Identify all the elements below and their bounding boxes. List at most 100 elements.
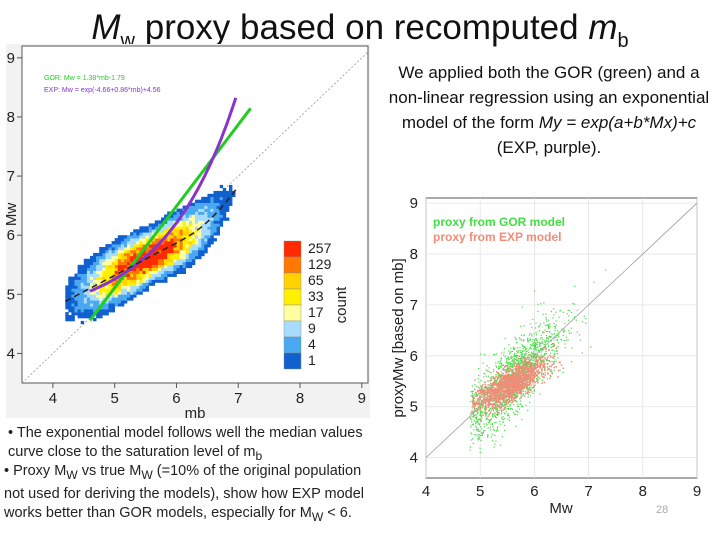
proxy-point bbox=[518, 375, 520, 378]
proxy-point bbox=[490, 387, 492, 390]
proxy-point bbox=[557, 376, 559, 378]
proxy-point bbox=[510, 347, 512, 349]
proxy-point bbox=[518, 366, 520, 369]
proxy-point bbox=[526, 360, 528, 363]
proxy-point bbox=[499, 389, 501, 391]
heatmap-cell bbox=[151, 264, 156, 269]
heatmap-cell bbox=[93, 252, 97, 257]
proxy-point bbox=[497, 395, 500, 397]
bullet-list: • The exponential model follows well the… bbox=[4, 424, 370, 527]
proxy-point bbox=[488, 405, 490, 408]
heatmap-cell bbox=[83, 309, 88, 313]
proxy-point bbox=[520, 358, 522, 360]
proxy-point bbox=[513, 365, 515, 367]
heatmap-cell bbox=[154, 267, 159, 271]
proxy-point bbox=[516, 389, 518, 391]
proxy-point bbox=[507, 399, 509, 401]
proxy-point bbox=[523, 353, 525, 355]
proxy-point bbox=[510, 378, 512, 380]
proxy-point bbox=[484, 386, 486, 388]
proxy-point bbox=[495, 392, 497, 394]
proxy-point bbox=[504, 403, 506, 406]
proxy-point bbox=[515, 384, 517, 387]
proxy-point bbox=[534, 343, 536, 345]
proxy-point bbox=[501, 366, 503, 368]
proxy-point bbox=[509, 358, 511, 360]
heatmap-cell bbox=[86, 309, 91, 313]
proxy-point bbox=[553, 345, 555, 347]
proxy-point bbox=[517, 367, 519, 369]
proxy-point bbox=[485, 392, 488, 395]
proxy-point bbox=[511, 373, 514, 375]
heatmap-cell bbox=[127, 261, 131, 266]
proxy-point bbox=[506, 387, 509, 390]
proxy-point bbox=[499, 378, 502, 381]
proxy-point bbox=[547, 356, 549, 358]
proxy-point bbox=[544, 369, 546, 371]
proxy-point bbox=[546, 357, 549, 360]
proxy-point bbox=[496, 402, 498, 404]
proxy-point bbox=[498, 388, 500, 390]
heatmap-cell bbox=[65, 285, 69, 289]
heatmap-cell bbox=[123, 279, 128, 283]
x-tick-label: 6 bbox=[530, 483, 538, 500]
proxy-point bbox=[515, 386, 517, 388]
proxy-point bbox=[493, 377, 496, 379]
proxy-point bbox=[508, 389, 511, 391]
proxy-point bbox=[553, 323, 555, 325]
proxy-point bbox=[473, 401, 476, 404]
proxy-point bbox=[526, 362, 529, 364]
proxy-point bbox=[568, 330, 570, 332]
proxy-point bbox=[507, 375, 509, 377]
proxy-point bbox=[512, 380, 514, 382]
proxy-point bbox=[521, 405, 524, 407]
proxy-point bbox=[535, 356, 538, 359]
proxy-point bbox=[532, 352, 534, 354]
bullet-2-sub-1: W bbox=[66, 467, 78, 482]
heatmap-cell bbox=[139, 261, 143, 266]
proxy-point bbox=[492, 400, 494, 402]
proxy-point bbox=[521, 380, 523, 383]
proxy-point bbox=[533, 365, 536, 367]
proxy-point bbox=[493, 383, 495, 386]
proxy-point bbox=[472, 396, 474, 398]
heatmap-cell bbox=[219, 196, 224, 201]
proxy-point bbox=[529, 370, 531, 372]
heatmap-cell bbox=[111, 258, 115, 263]
proxy-point bbox=[477, 435, 479, 437]
proxy-point bbox=[474, 405, 476, 407]
heatmap-cell bbox=[148, 258, 153, 263]
proxy-point bbox=[536, 356, 538, 358]
proxy-point bbox=[526, 357, 528, 359]
proxy-point bbox=[480, 396, 482, 398]
proxy-point bbox=[480, 388, 483, 390]
heatmap-cell bbox=[136, 285, 140, 289]
proxy-point bbox=[491, 413, 494, 416]
proxy-point bbox=[487, 415, 489, 418]
proxy-point bbox=[585, 318, 587, 320]
proxy-point bbox=[553, 355, 556, 357]
proxy-point bbox=[507, 408, 509, 410]
proxy-point bbox=[539, 343, 541, 345]
proxy-point bbox=[513, 383, 515, 385]
heatmap-cell bbox=[207, 220, 211, 224]
heatmap-cell bbox=[176, 267, 180, 271]
proxy-point bbox=[516, 401, 518, 403]
proxy-point bbox=[505, 391, 507, 393]
proxy-point bbox=[556, 339, 558, 341]
proxy-point bbox=[490, 399, 492, 401]
proxy-point bbox=[518, 370, 520, 372]
proxy-point bbox=[519, 337, 521, 339]
proxy-point bbox=[500, 359, 502, 361]
proxy-point bbox=[498, 393, 500, 396]
proxy-point bbox=[483, 394, 485, 397]
heatmap-cell bbox=[188, 226, 193, 230]
proxy-point bbox=[532, 355, 535, 357]
proxy-point bbox=[499, 377, 501, 379]
heatmap-cell bbox=[86, 315, 91, 319]
proxy-point bbox=[505, 377, 507, 380]
bullet-2-text-c: (=10% of the original population not use… bbox=[4, 462, 365, 521]
proxy-point bbox=[551, 356, 554, 359]
proxy-point bbox=[556, 350, 558, 352]
heatmap-cell bbox=[195, 229, 199, 233]
